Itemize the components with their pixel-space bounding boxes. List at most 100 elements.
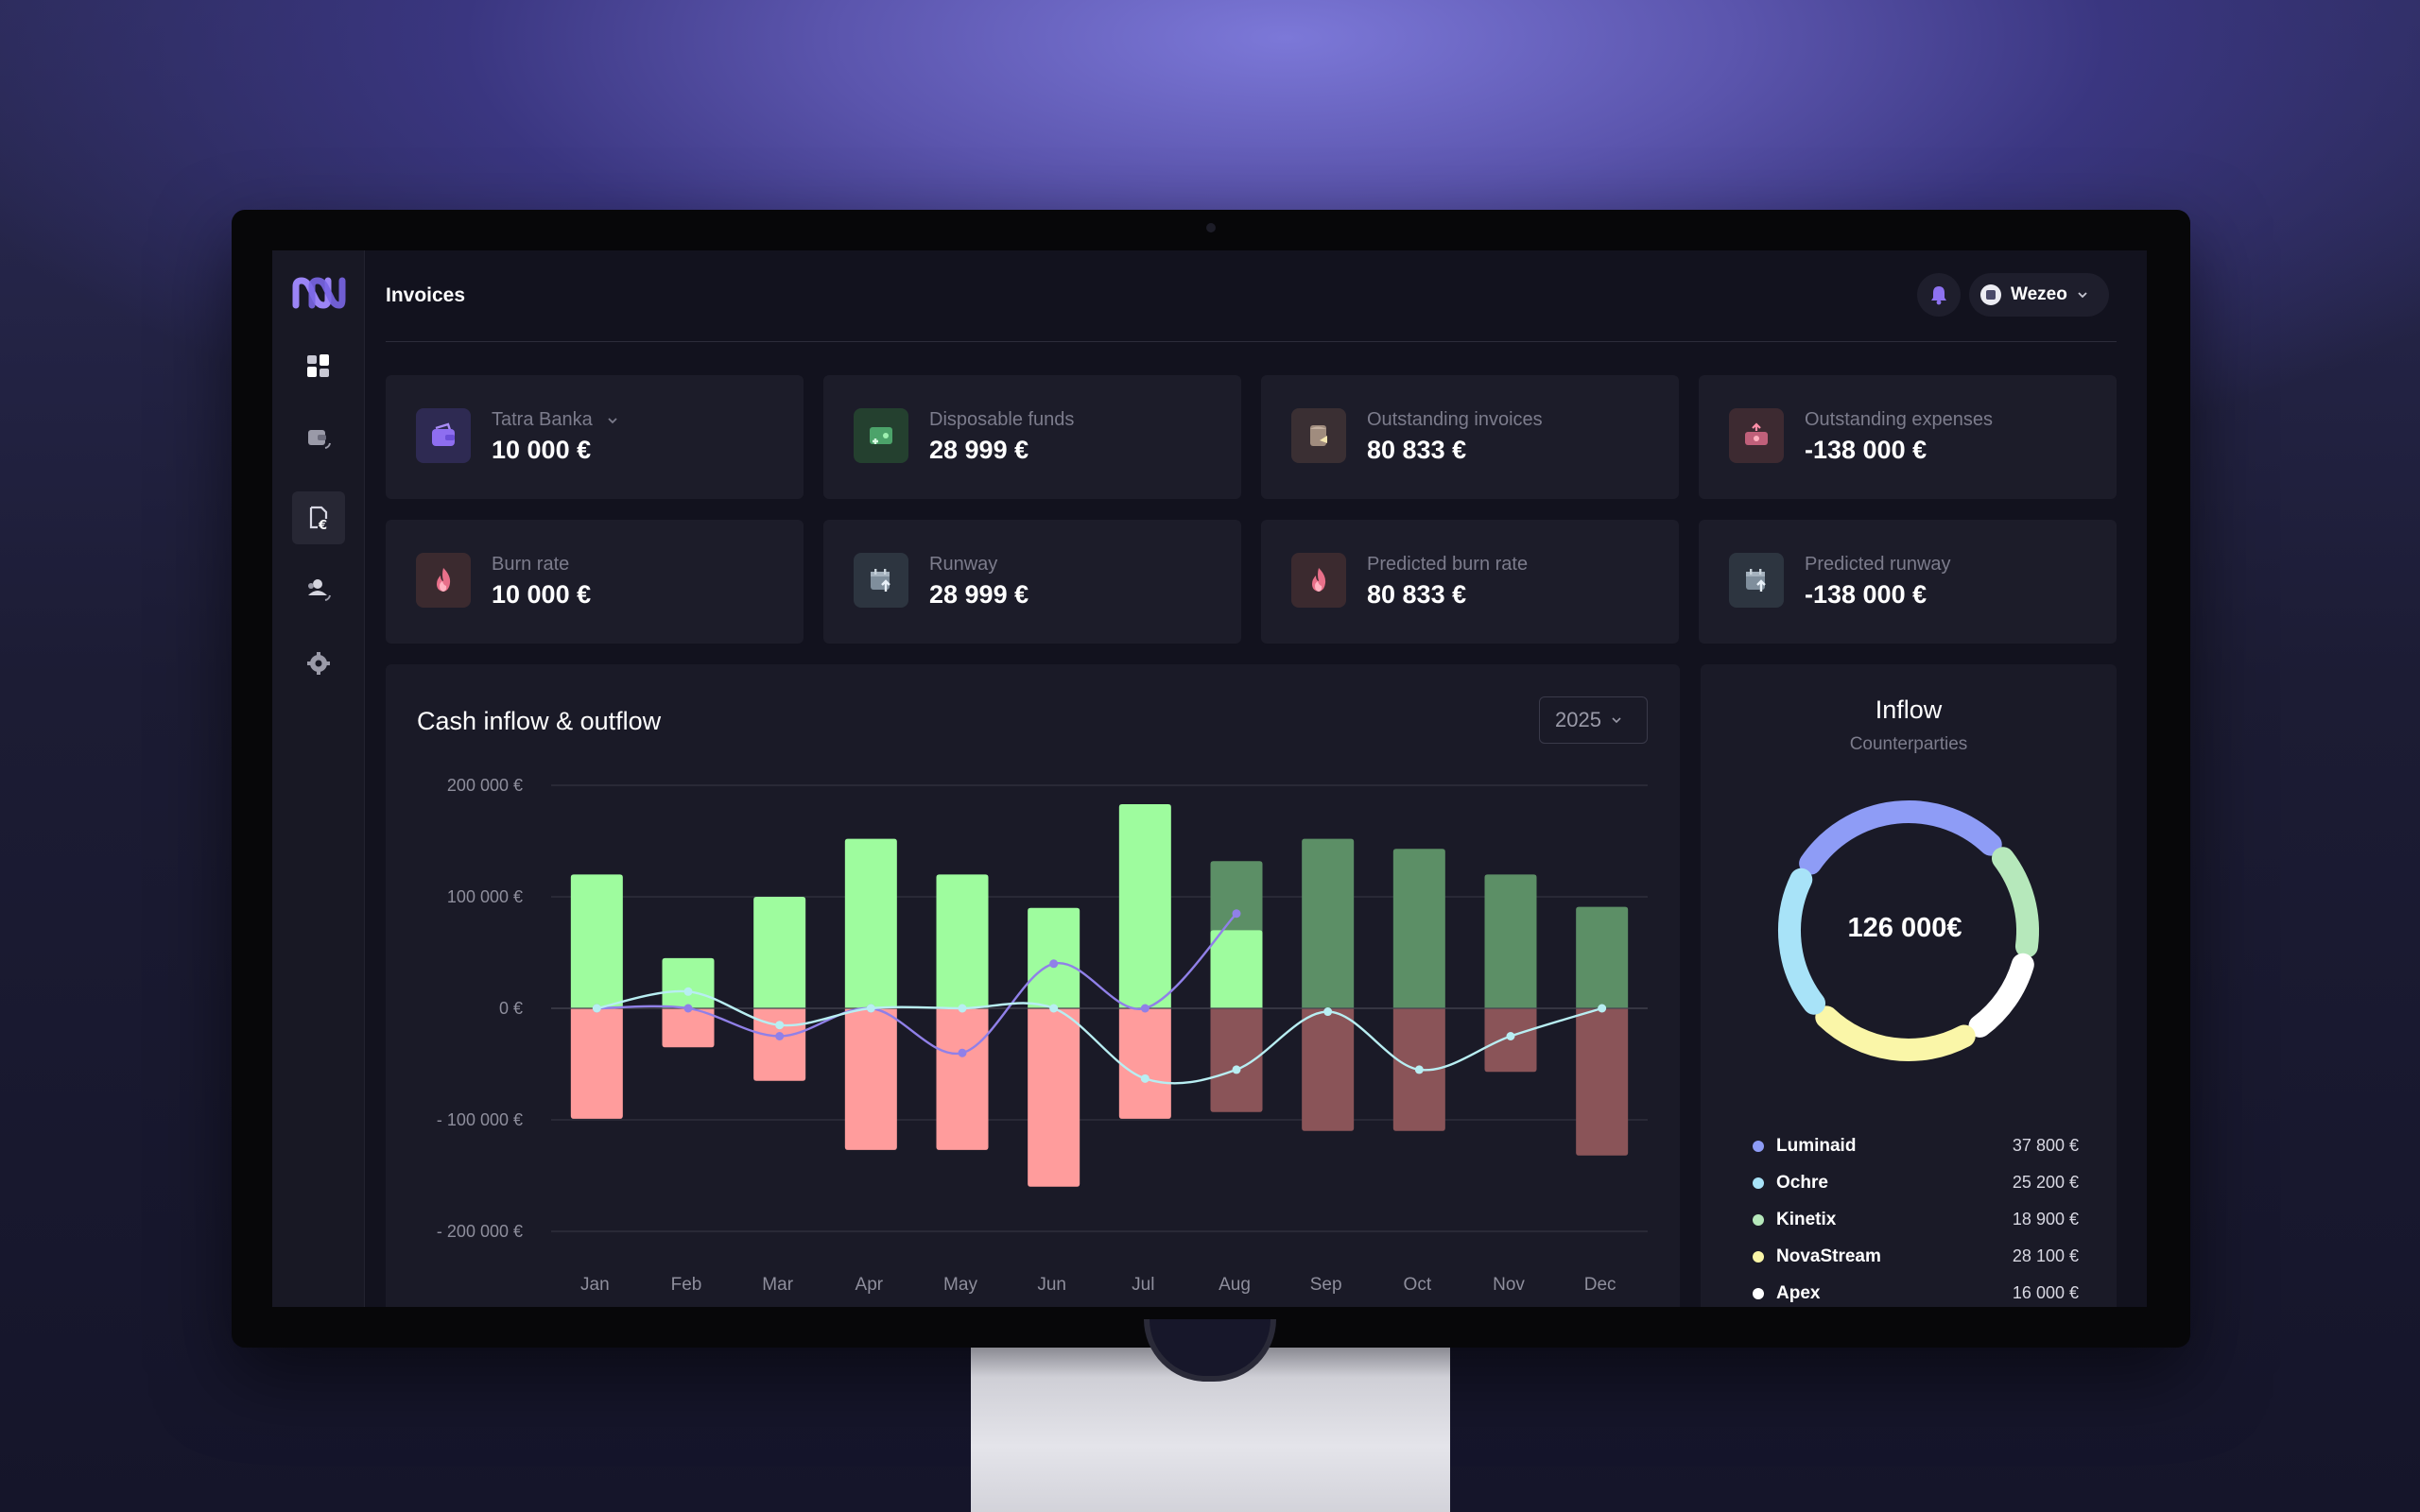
inflow-bar[interactable] <box>570 874 623 1008</box>
trend-point[interactable] <box>683 1004 693 1013</box>
predicted-inflow-bar[interactable] <box>1392 849 1445 1008</box>
sidebar-item-settings[interactable] <box>292 637 345 690</box>
sidebar-item-invoices[interactable]: € <box>292 491 345 544</box>
year-select-value: 2025 <box>1555 708 1601 731</box>
bell-icon <box>1931 286 1946 305</box>
legend-name: Kinetix <box>1776 1209 1837 1229</box>
kpi-card-outstanding-invoices[interactable]: Outstanding invoices 80 833 € <box>1261 375 1679 499</box>
kpi-card-disposable-funds[interactable]: Disposable funds 28 999 € <box>823 375 1241 499</box>
outflow-bar[interactable] <box>936 1008 989 1150</box>
flame-icon <box>437 568 451 592</box>
kpi-card-runway[interactable]: Runway 28 999 € <box>823 520 1241 644</box>
kpi-card-predicted-runway[interactable]: Predicted runway -138 000 € <box>1699 520 2117 644</box>
trend-point[interactable] <box>775 1032 785 1040</box>
trend-point[interactable] <box>1140 1074 1150 1083</box>
outflow-bar[interactable] <box>570 1008 623 1119</box>
app-logo[interactable] <box>291 277 346 309</box>
legend-item[interactable]: Apex 16 000 € <box>1753 1275 2079 1307</box>
inflow-bar[interactable] <box>662 957 715 1008</box>
card-icon-box <box>1729 553 1784 608</box>
x-tick-label: Jan <box>580 1275 610 1295</box>
predicted-outflow-bar[interactable] <box>1302 1008 1355 1131</box>
outflow-bar[interactable] <box>662 1008 715 1048</box>
card-icon-box <box>416 553 471 608</box>
kpi-card-outstanding-expenses[interactable]: Outstanding expenses -138 000 € <box>1699 375 2117 499</box>
inflow-bar[interactable] <box>1210 930 1263 1008</box>
trend-point[interactable] <box>1049 1004 1059 1013</box>
calendar-up-icon <box>871 569 890 592</box>
kpi-card-bank-account[interactable]: Tatra Banka 10 000 € <box>386 375 804 499</box>
kpi-card-burn-rate[interactable]: Burn rate 10 000 € <box>386 520 804 644</box>
predicted-inflow-bar[interactable] <box>1484 874 1537 1008</box>
predicted-outflow-bar[interactable] <box>1576 1008 1629 1156</box>
trend-point[interactable] <box>1232 909 1241 919</box>
users-icon <box>308 579 331 601</box>
kpi-card-predicted-burn-rate[interactable]: Predicted burn rate 80 833 € <box>1261 520 1679 644</box>
flame-icon <box>1312 568 1326 592</box>
trend-point[interactable] <box>1598 1004 1607 1013</box>
expense-icon <box>1745 422 1768 445</box>
donut-segment[interactable] <box>1778 868 1826 1015</box>
inflow-bar[interactable] <box>844 838 897 1008</box>
outflow-bar[interactable] <box>1118 1008 1171 1119</box>
trend-point[interactable] <box>866 1004 875 1013</box>
predicted-inflow-bar[interactable] <box>1302 838 1355 1008</box>
legend-item[interactable]: Luminaid 37 800 € <box>1753 1127 2079 1164</box>
donut-segment[interactable] <box>1815 1005 1976 1061</box>
predicted-outflow-bar[interactable] <box>1210 1008 1263 1112</box>
camera-dot <box>1206 223 1216 232</box>
legend-item[interactable]: Kinetix 18 900 € <box>1753 1201 2079 1238</box>
outflow-bar[interactable] <box>1028 1008 1080 1187</box>
outflow-bar[interactable] <box>844 1008 897 1150</box>
sidebar-item-users[interactable] <box>292 562 345 615</box>
trend-point[interactable] <box>592 1004 601 1013</box>
inflow-bar[interactable] <box>1118 804 1171 1008</box>
inflow-bar[interactable] <box>1028 907 1080 1008</box>
x-tick-label: Jul <box>1132 1275 1154 1295</box>
inflow-bar[interactable] <box>753 897 806 1008</box>
legend-dot <box>1753 1213 1764 1226</box>
card-icon-box <box>854 553 908 608</box>
card-value: 80 833 € <box>1367 580 1467 609</box>
trend-point[interactable] <box>958 1004 967 1013</box>
donut-segment[interactable] <box>1968 953 2034 1038</box>
card-label: Outstanding invoices <box>1367 409 1543 430</box>
card-label[interactable]: Tatra Banka <box>492 409 618 431</box>
invoice-icon: € <box>309 506 328 532</box>
notifications-button[interactable] <box>1917 273 1961 317</box>
trend-point[interactable] <box>775 1021 785 1030</box>
outflow-bar[interactable] <box>753 1008 806 1081</box>
trend-point[interactable] <box>958 1048 967 1057</box>
y-tick-label: 200 000 € <box>447 776 523 795</box>
inflow-bar[interactable] <box>936 874 989 1008</box>
predicted-inflow-bar[interactable] <box>1576 906 1629 1008</box>
legend-item[interactable]: Ochre 25 200 € <box>1753 1164 2079 1201</box>
organization-avatar <box>1980 284 2001 305</box>
legend-name: Ochre <box>1776 1172 1828 1193</box>
x-tick-label: Jun <box>1037 1275 1066 1295</box>
chevron-down-icon <box>1612 717 1621 724</box>
donut-segment[interactable] <box>1991 847 2039 958</box>
card-value: 80 833 € <box>1367 436 1467 464</box>
organization-switcher[interactable]: Wezeo <box>1969 273 2109 317</box>
header-divider <box>386 341 2117 342</box>
card-icon-box <box>854 408 908 463</box>
trend-point[interactable] <box>1414 1065 1424 1074</box>
legend-value: 16 000 € <box>2012 1283 2079 1302</box>
trend-point[interactable] <box>1232 1065 1241 1074</box>
x-tick-label: Dec <box>1584 1275 1616 1295</box>
donut-segment[interactable] <box>1799 800 2002 875</box>
trend-point[interactable] <box>683 987 693 996</box>
trend-point[interactable] <box>1506 1032 1515 1040</box>
chevron-down-icon[interactable] <box>607 417 618 424</box>
legend-name: Luminaid <box>1776 1135 1857 1156</box>
trend-point[interactable] <box>1049 959 1059 969</box>
card-label: Burn rate <box>492 554 570 575</box>
sidebar-item-dashboard[interactable] <box>292 339 345 392</box>
year-select[interactable]: 2025 <box>1539 696 1648 744</box>
y-tick-label: - 100 000 € <box>437 1110 523 1129</box>
trend-point[interactable] <box>1323 1007 1333 1017</box>
trend-point[interactable] <box>1140 1004 1150 1013</box>
legend-item[interactable]: NovaStream 28 100 € <box>1753 1238 2079 1275</box>
sidebar-item-wallet[interactable] <box>292 411 345 464</box>
